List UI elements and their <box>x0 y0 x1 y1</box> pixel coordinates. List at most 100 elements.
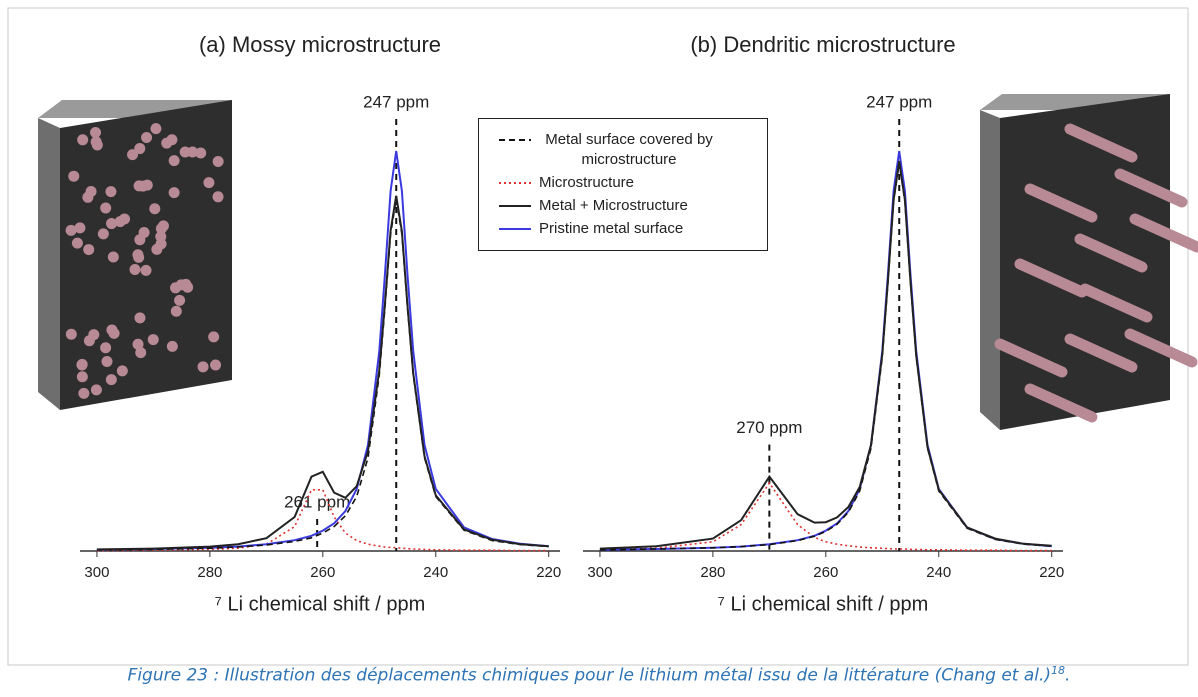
particle <box>101 356 113 368</box>
x-tick-label: 220 <box>1039 564 1064 581</box>
particle <box>65 328 77 340</box>
chart-title: (a) Mossy microstructure <box>199 32 441 57</box>
spectrum-line <box>599 481 1052 552</box>
dendrite <box>1124 328 1198 368</box>
figure-caption: Figure 23 : Illustration des déplacement… <box>0 664 1198 686</box>
dendrite <box>1024 183 1098 223</box>
particle <box>68 170 80 182</box>
particle <box>78 387 90 399</box>
peak-label: 261 ppm <box>284 492 350 511</box>
x-tick-label: 300 <box>84 564 109 581</box>
dendrite <box>1074 233 1148 273</box>
particle <box>105 186 117 198</box>
particle <box>138 227 150 239</box>
legend-swatch <box>499 139 531 141</box>
particle <box>114 216 126 228</box>
dendrite <box>1129 213 1198 253</box>
particle <box>83 335 95 347</box>
dendrite <box>1064 333 1138 373</box>
particle <box>77 134 89 146</box>
x-axis-label: ⁷ Li chemical shift / ppm <box>718 593 929 615</box>
dendritic-block <box>980 94 1198 430</box>
dendrite <box>1079 283 1153 323</box>
particle <box>141 131 153 143</box>
particle <box>155 238 167 250</box>
caption-reference: 18 <box>1051 664 1066 677</box>
particle <box>140 264 152 276</box>
particle <box>195 147 207 159</box>
legend-entry: Metal + Microstructure <box>479 196 767 216</box>
particle <box>174 294 186 306</box>
particle <box>212 191 224 203</box>
particle <box>134 312 146 324</box>
figure-border <box>7 7 1189 666</box>
x-tick-label: 240 <box>926 564 951 581</box>
particle <box>170 305 182 317</box>
x-tick-label: 260 <box>310 564 335 581</box>
legend-label: Microstructure <box>539 174 635 191</box>
particle <box>149 203 161 215</box>
particle <box>175 279 187 291</box>
particle <box>187 146 199 158</box>
particle <box>76 359 88 371</box>
particle <box>132 338 144 350</box>
legend-swatch <box>499 205 531 207</box>
particle <box>210 359 222 371</box>
particle <box>100 202 112 214</box>
legend-label: Metal surface covered by microstructure <box>545 131 713 168</box>
x-tick-label: 260 <box>813 564 838 581</box>
x-axis-label: ⁷ Li chemical shift / ppm <box>215 593 426 615</box>
particle <box>106 324 118 336</box>
peak-label: 270 ppm <box>736 418 802 437</box>
dendrite <box>1114 168 1188 208</box>
particle <box>147 334 159 346</box>
particle <box>74 222 86 234</box>
particle <box>208 331 220 343</box>
caption-text: Figure 23 : Illustration des déplacement… <box>127 665 1052 686</box>
particle <box>105 374 117 386</box>
x-tick-label: 300 <box>587 564 612 581</box>
legend-label: Pristine metal surface <box>539 220 684 237</box>
dendrite <box>1064 123 1138 163</box>
particle <box>134 143 146 155</box>
particle <box>132 249 144 261</box>
peak-label: 247 ppm <box>866 92 932 111</box>
particle <box>203 177 215 189</box>
particle <box>166 340 178 352</box>
legend: Metal surface covered by microstructure M… <box>478 118 768 251</box>
particle <box>157 220 169 232</box>
particle <box>129 263 141 275</box>
particle <box>137 180 149 192</box>
spectrum-line <box>96 195 549 551</box>
spectrum-line <box>96 489 549 552</box>
chart-title: (b) Dendritic microstructure <box>690 32 955 57</box>
particle <box>83 244 95 256</box>
legend-entry: Microstructure <box>479 173 767 193</box>
particle <box>197 361 209 373</box>
particle <box>106 218 118 230</box>
legend-entry: Metal surface covered by microstructure <box>479 130 767 170</box>
peak-label: 247 ppm <box>363 92 429 111</box>
x-tick-label: 220 <box>536 564 561 581</box>
particle <box>161 137 173 149</box>
dendrite <box>1014 258 1088 298</box>
particle <box>90 136 102 148</box>
spectrum-line <box>96 150 549 551</box>
particle <box>100 342 112 354</box>
particle <box>212 155 224 167</box>
particle <box>97 228 109 240</box>
particle <box>71 237 83 249</box>
particle <box>116 365 128 377</box>
legend-swatch <box>499 228 531 230</box>
particle <box>127 149 139 161</box>
legend-label: Metal + Microstructure <box>539 197 688 214</box>
x-tick-label: 280 <box>700 564 725 581</box>
caption-suffix: . <box>1065 665 1071 686</box>
legend-swatch <box>499 182 531 184</box>
particle <box>76 371 88 383</box>
dendrite <box>994 338 1068 378</box>
particle <box>135 347 147 359</box>
dendrite <box>1024 383 1098 423</box>
